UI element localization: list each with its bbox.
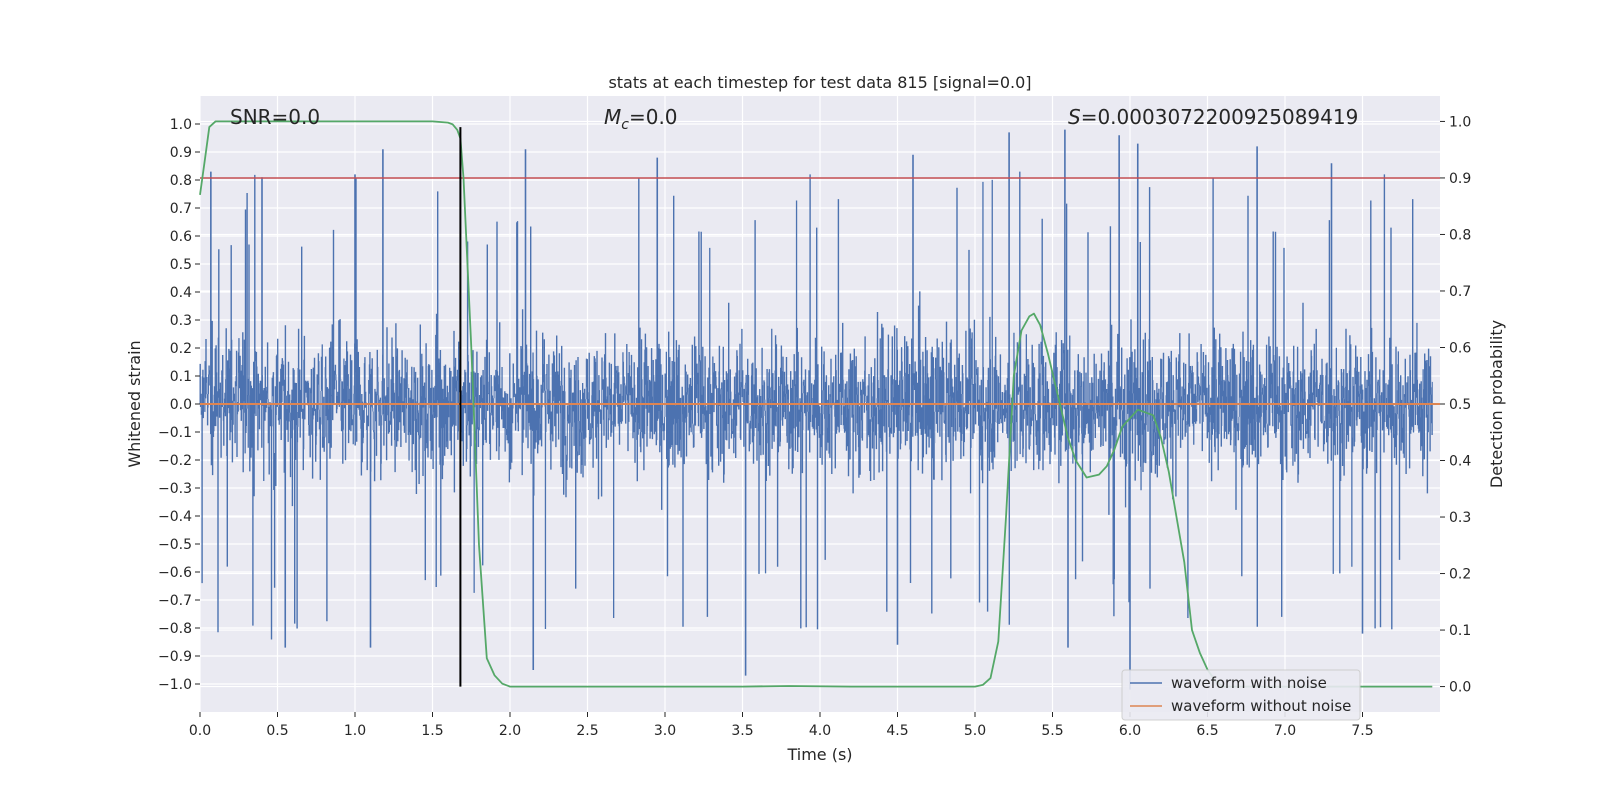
x-tick-label: 0.0 [189,723,211,739]
y-axis-label-right: Detection probability [1487,320,1506,488]
x-tick-label: 5.5 [1041,723,1063,739]
x-tick-label: 4.0 [809,723,831,739]
y-tick-label-left: 0.6 [170,229,192,245]
y-tick-label-left: −0.2 [158,453,192,469]
chirp-mass-annotation: Mc=0.0 [604,105,678,133]
y-tick-label-right: 0.3 [1449,510,1471,526]
legend: waveform with noise waveform without noi… [1121,669,1361,721]
y-tick-label-right: 0.0 [1449,680,1471,696]
y-tick-label-right: 0.9 [1449,171,1471,187]
y-tick-label-right: 0.7 [1449,284,1471,300]
x-tick-label: 4.5 [886,723,908,739]
x-tick-label: 5.0 [964,723,986,739]
x-tick-label: 7.0 [1274,723,1296,739]
y-tick-label-right: 0.8 [1449,227,1471,243]
y-tick-label-left: 0.8 [170,173,192,189]
legend-box [1121,669,1361,721]
y-tick-label-left: −0.3 [158,481,192,497]
x-tick-label: 3.5 [731,723,753,739]
y-tick-label-right: 1.0 [1449,114,1471,130]
y-tick-label-right: 0.1 [1449,623,1471,639]
x-tick-label: 2.0 [499,723,521,739]
y-axis-label-left: Whitened strain [125,340,144,467]
y-tick-label-left: 0.2 [170,341,192,357]
y-tick-label-right: 0.2 [1449,567,1471,583]
y-tick-label-right: 0.4 [1449,454,1471,470]
y-tick-label-left: −0.9 [158,649,192,665]
x-tick-label: 7.5 [1351,723,1373,739]
y-tick-label-right: 0.5 [1449,397,1471,413]
snr-annotation: SNR=0.0 [230,105,320,129]
x-axis-label: Time (s) [786,745,852,764]
y-tick-label-left: 0.4 [170,285,192,301]
y-tick-label-left: 0.5 [170,257,192,273]
chart-title: stats at each timestep for test data 815… [608,73,1031,92]
y-tick-label-left: −1.0 [158,677,192,693]
x-tick-label: 2.5 [576,723,598,739]
score-annotation: S=0.0003072200925089419 [1068,105,1358,129]
x-tick-label: 1.5 [421,723,443,739]
y-tick-label-left: 0.3 [170,313,192,329]
y-tick-label-left: 1.0 [170,117,192,133]
line-series-layer [199,120,1440,688]
axes: 0.0 0.5 1.0 1.5 2.0 2.5 3.0 3.5 4.0 4.5 5.0 5.5 6.0 6… [158,114,1471,739]
legend-label-without-noise: waveform without noise [1171,697,1351,715]
y-tick-label-left: 0.9 [170,145,192,161]
y-tick-label-left: −0.4 [158,509,192,525]
y-tick-label-left: 0.7 [170,201,192,217]
waveform-with-noise-series [199,129,1433,690]
x-tick-label: 6.0 [1119,723,1141,739]
y-tick-label-left: −0.6 [158,565,192,581]
y-tick-label-left: 0.1 [170,369,192,385]
x-tick-label: 1.0 [344,723,366,739]
y-tick-label-left: −0.5 [158,537,192,553]
detection-probability-line [199,120,1433,688]
y-tick-label-left: 0.0 [170,397,192,413]
x-tick-label: 0.5 [266,723,288,739]
y-tick-label-left: −0.8 [158,621,192,637]
y-tick-label-left: −0.7 [158,593,192,609]
x-tick-label: 3.0 [654,723,676,739]
x-tick-label: 6.5 [1196,723,1218,739]
y-tick-label-left: −0.1 [158,425,192,441]
y-tick-label-right: 0.6 [1449,340,1471,356]
legend-label-with-noise: waveform with noise [1171,674,1327,692]
